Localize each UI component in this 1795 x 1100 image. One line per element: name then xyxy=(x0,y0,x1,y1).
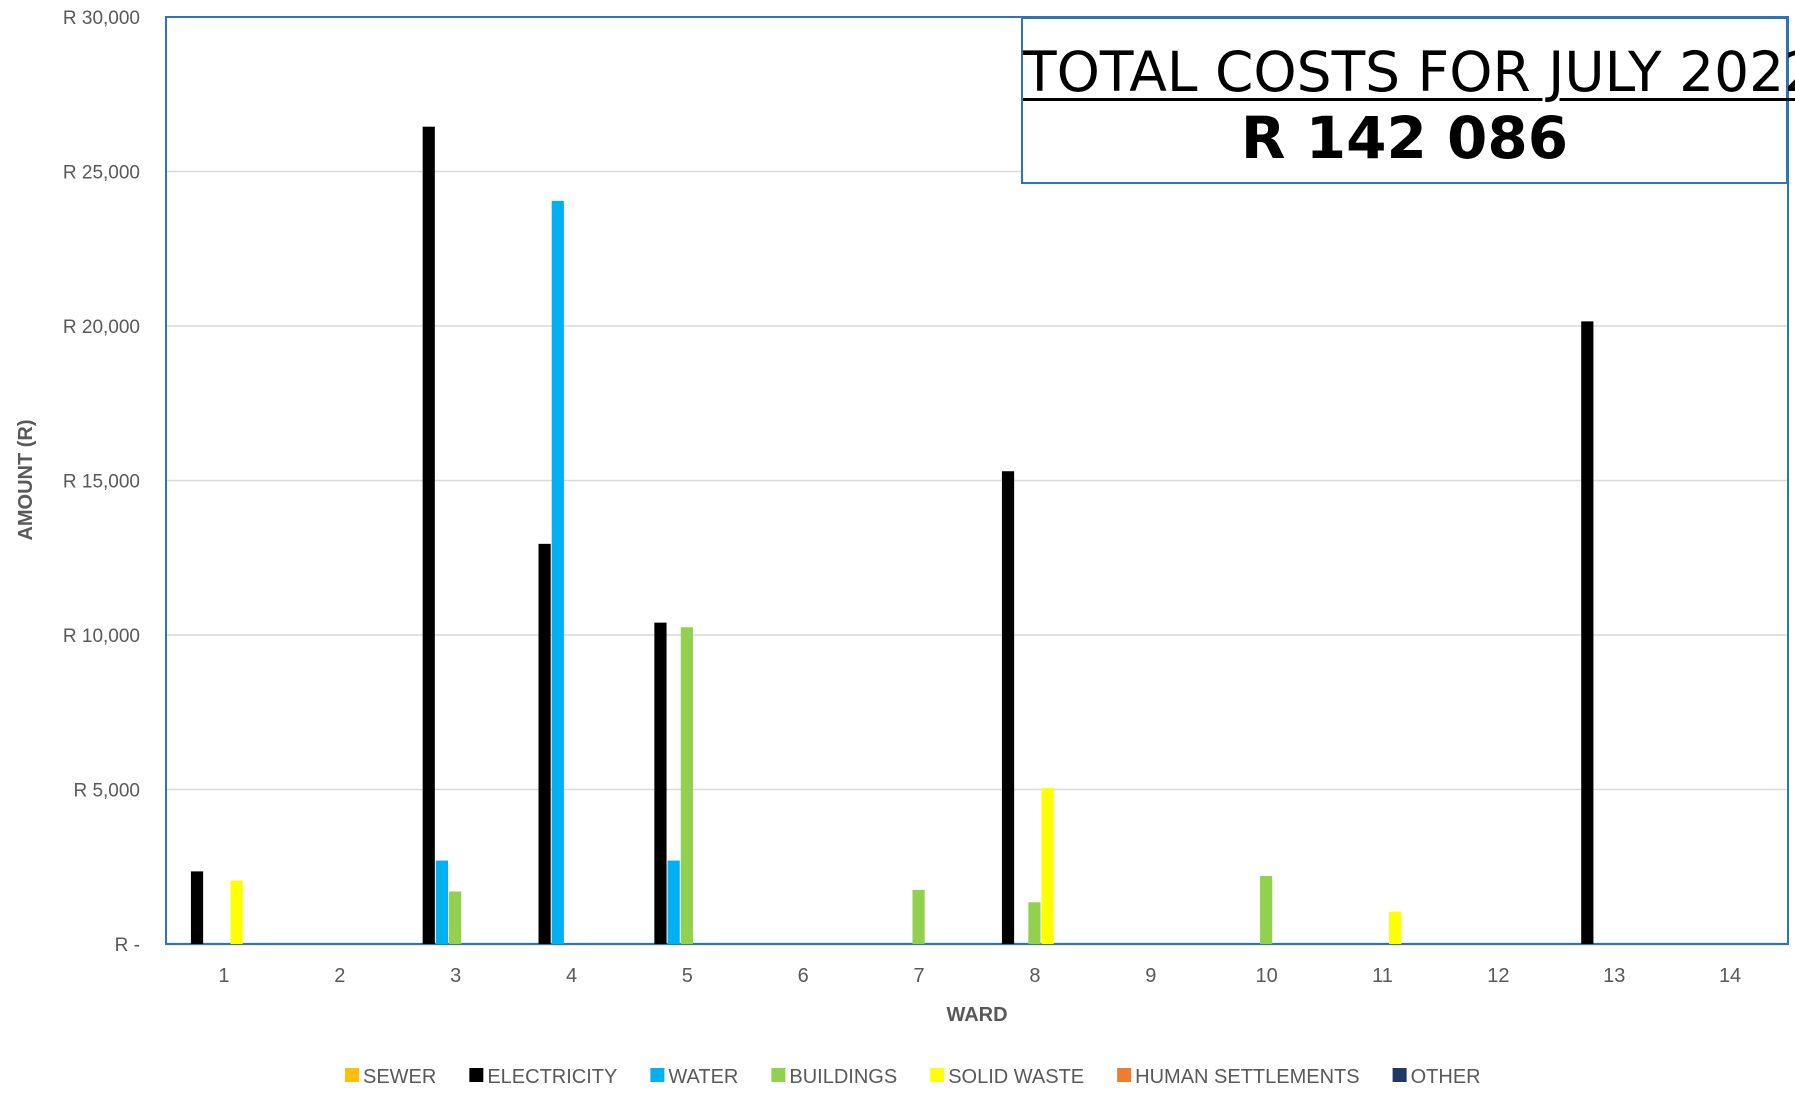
bar-solid-waste xyxy=(1389,911,1402,944)
legend-label: HUMAN SETTLEMENTS xyxy=(1135,1066,1359,1088)
plot-frame xyxy=(165,16,1789,945)
bar-water xyxy=(551,200,564,945)
bar-electricity xyxy=(422,126,435,944)
x-tick-label: 6 xyxy=(798,965,809,987)
y-tick-label: R 15,000 xyxy=(63,472,140,493)
legend-item: OTHER xyxy=(1392,1066,1481,1088)
y-axis-ticks: R - R 5,000 R 10,000 R 15,000 R 20,000 R 25,0… xyxy=(63,8,140,956)
bar-solid-waste xyxy=(1041,787,1054,944)
x-tick-label: 3 xyxy=(450,965,461,987)
legend-swatch xyxy=(650,1068,665,1082)
y-tick-label: R 10,000 xyxy=(63,626,140,647)
x-tick-label: 11 xyxy=(1372,965,1393,987)
legend-label: SOLID WASTE xyxy=(948,1066,1084,1088)
legend-swatch xyxy=(771,1068,786,1082)
bar-electricity xyxy=(654,622,667,944)
x-tick-label: 9 xyxy=(1145,965,1156,987)
legend-label: SEWER xyxy=(363,1066,436,1088)
bar-buildings xyxy=(680,627,693,944)
legend-swatch xyxy=(930,1068,945,1082)
x-tick-label: 12 xyxy=(1487,965,1509,987)
x-tick-label: 14 xyxy=(1719,965,1741,987)
legend-item: HUMAN SETTLEMENTS xyxy=(1117,1066,1360,1088)
bar-buildings xyxy=(912,889,925,944)
total-costs-heading-text: TOTAL COSTS FOR JULY 2022 xyxy=(1023,40,1795,104)
y-tick-label: R 30,000 xyxy=(63,8,140,29)
legend-item: BUILDINGS xyxy=(771,1066,897,1088)
total-costs-box: TOTAL COSTS FOR JULY 2022: R 142 086 xyxy=(1021,17,1795,184)
x-axis-ticks: 1 2 3 4 5 6 7 8 9 10 11 12 13 14 xyxy=(218,965,1741,987)
y-tick-label: R - xyxy=(115,935,140,956)
x-tick-label: 8 xyxy=(1029,965,1040,987)
bar-electricity xyxy=(1581,321,1594,944)
legend-swatch xyxy=(1117,1068,1132,1082)
legend-item: SEWER xyxy=(345,1066,436,1088)
legend-swatch xyxy=(469,1068,484,1082)
y-tick-label: R 20,000 xyxy=(63,317,140,338)
bar-buildings xyxy=(1260,876,1273,944)
bar-buildings xyxy=(449,891,462,944)
x-tick-label: 10 xyxy=(1256,965,1278,987)
x-tick-label: 7 xyxy=(914,965,925,987)
legend-label: ELECTRICITY xyxy=(487,1066,617,1088)
bar-buildings xyxy=(1028,902,1041,944)
x-tick-label: 1 xyxy=(218,965,229,987)
legend-label: OTHER xyxy=(1411,1066,1481,1088)
bar-water xyxy=(435,860,449,944)
bar-electricity xyxy=(1001,471,1015,944)
y-tick-label: R 5,000 xyxy=(73,781,140,802)
x-tick-label: 5 xyxy=(682,965,693,987)
legend-label: WATER xyxy=(668,1066,738,1088)
legend-item: ELECTRICITY xyxy=(469,1066,617,1088)
legend-item: WATER xyxy=(650,1066,738,1088)
total-costs-value: R 142 086 xyxy=(1240,104,1569,172)
x-tick-label: 4 xyxy=(566,965,577,987)
legend-label: BUILDINGS xyxy=(789,1066,897,1088)
bar-water xyxy=(667,860,680,944)
gridlines xyxy=(166,170,1788,946)
x-tick-label: 13 xyxy=(1603,965,1625,987)
bars xyxy=(190,126,1594,945)
legend: SEWER ELECTRICITY WATER BUILDINGS SOLID WAST… xyxy=(345,1066,1481,1088)
bar-electricity xyxy=(190,871,204,944)
x-axis-title: WARD xyxy=(946,1004,1007,1026)
bar-electricity xyxy=(538,543,551,944)
x-tick-label: 2 xyxy=(334,965,345,987)
y-axis-title: AMOUNT (R) xyxy=(15,419,37,540)
total-costs-heading: TOTAL COSTS FOR JULY 2022: xyxy=(1023,41,1795,103)
legend-item: SOLID WASTE xyxy=(930,1066,1084,1088)
bar-solid-waste xyxy=(230,880,243,944)
legend-swatch xyxy=(345,1068,359,1082)
legend-swatch xyxy=(1392,1068,1407,1082)
y-tick-label: R 25,000 xyxy=(63,163,140,184)
